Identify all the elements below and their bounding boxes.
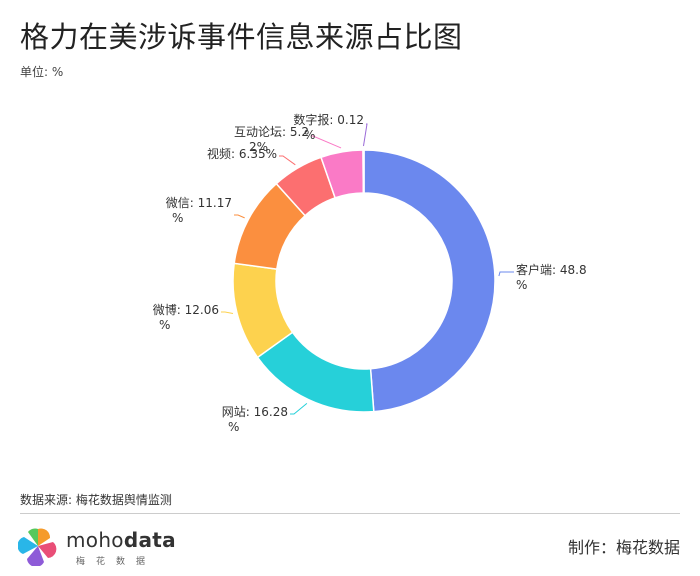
leader-line-视频	[279, 155, 296, 166]
slice-label-微博: 微博: 12.06%	[153, 302, 219, 332]
data-source: 数据来源: 梅花数据舆情监测	[20, 493, 172, 507]
donut-chart: 客户端: 48.8 % 网站: 16.28 % 微博: 12.06 % 微信: 11.17%…	[153, 112, 587, 434]
slice-label-视频: 视频: 6.35%	[207, 146, 277, 161]
slice-label-网站: 网站: 16.28%	[222, 405, 288, 434]
leader-line-网站	[290, 402, 308, 415]
leader-line-客户端	[498, 271, 514, 277]
leader-line-微信	[234, 214, 245, 219]
leader-line-数字报	[362, 123, 368, 147]
donut-slice-数字报[interactable]	[362, 149, 365, 194]
slice-label-客户端: 客户端: 48.8%	[516, 262, 587, 292]
mohodata-logo: mohodata 梅花数据	[18, 524, 176, 568]
donut-slice-客户端[interactable]	[363, 149, 496, 413]
footer-divider	[20, 513, 680, 514]
slice-label-数字报: 数字报: 0.12%	[293, 112, 364, 142]
logo-wordmark: mohodata	[66, 528, 176, 552]
pinwheel-logo-icon	[18, 528, 57, 566]
leader-line-微博	[221, 311, 234, 315]
chart-title: 格力在美涉诉事件信息来源占比图	[20, 20, 463, 54]
leader-line-互动论坛	[311, 135, 342, 149]
unit-label: 单位: %	[20, 65, 64, 79]
slice-label-互动论坛: 互动论坛: 5.2 2%	[234, 125, 309, 154]
logo-subtitle: 梅花数据	[76, 557, 157, 567]
maker-credit: 制作：梅花数据	[567, 538, 680, 557]
slice-label-微信: 微信: 11.17%	[166, 196, 232, 225]
